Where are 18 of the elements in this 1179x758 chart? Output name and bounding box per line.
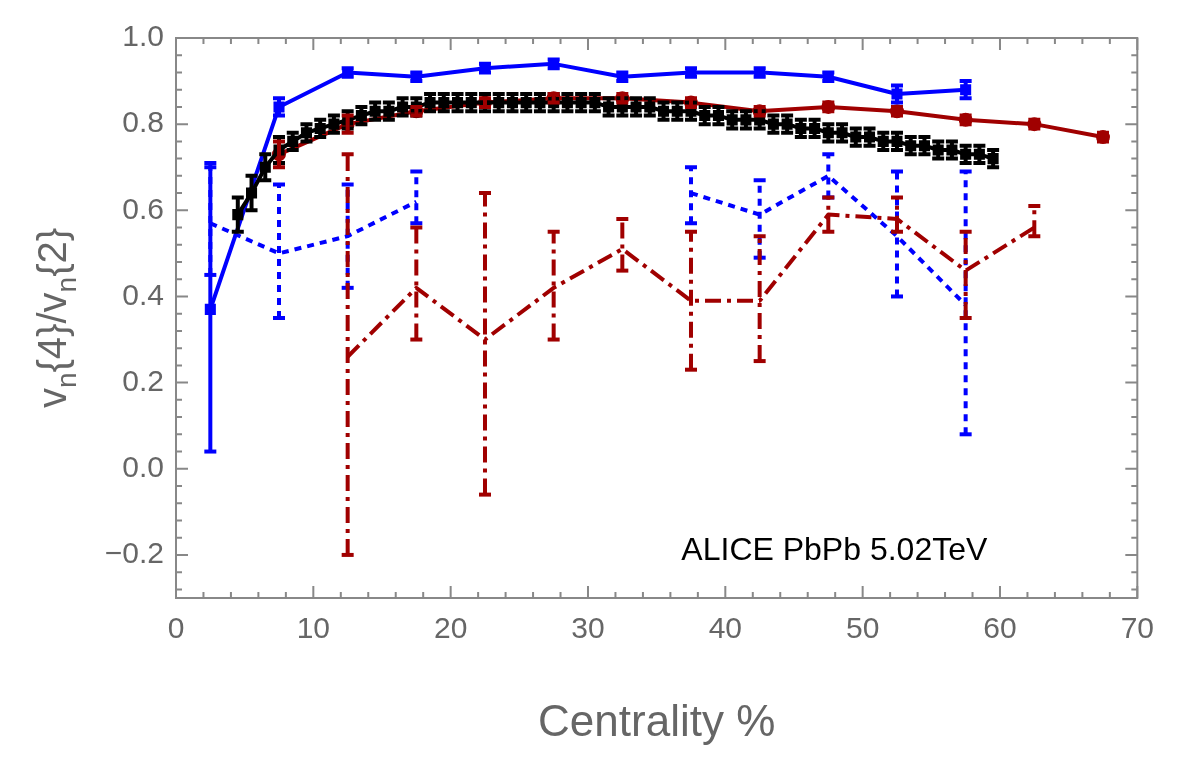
y-tick-label: 1.0	[122, 19, 164, 53]
y-tick-label: 0.4	[122, 277, 164, 311]
y-tick-label: 0.0	[122, 450, 164, 484]
x-tick-label: 40	[708, 611, 743, 645]
x-tick-label: 20	[433, 611, 468, 645]
x-tick-label: 10	[296, 611, 331, 645]
x-tick-label: 0	[167, 611, 185, 645]
x-tick-label: 50	[845, 611, 880, 645]
y-tick-label: 0.6	[122, 191, 164, 225]
x-tick-label: 60	[983, 611, 1017, 645]
y-axis-title: vn{4}/vn{2}	[30, 227, 82, 409]
y-tick-label: 0.2	[122, 363, 164, 397]
x-tick-label: 70	[1120, 611, 1154, 645]
x-axis-title: Centrality %	[538, 696, 776, 745]
y-tick-label: −0.2	[104, 536, 164, 570]
x-tick-label: 30	[571, 611, 605, 645]
annotation: ALICE PbPb 5.02TeV	[681, 531, 988, 567]
y-tick-label: 0.8	[122, 105, 164, 139]
